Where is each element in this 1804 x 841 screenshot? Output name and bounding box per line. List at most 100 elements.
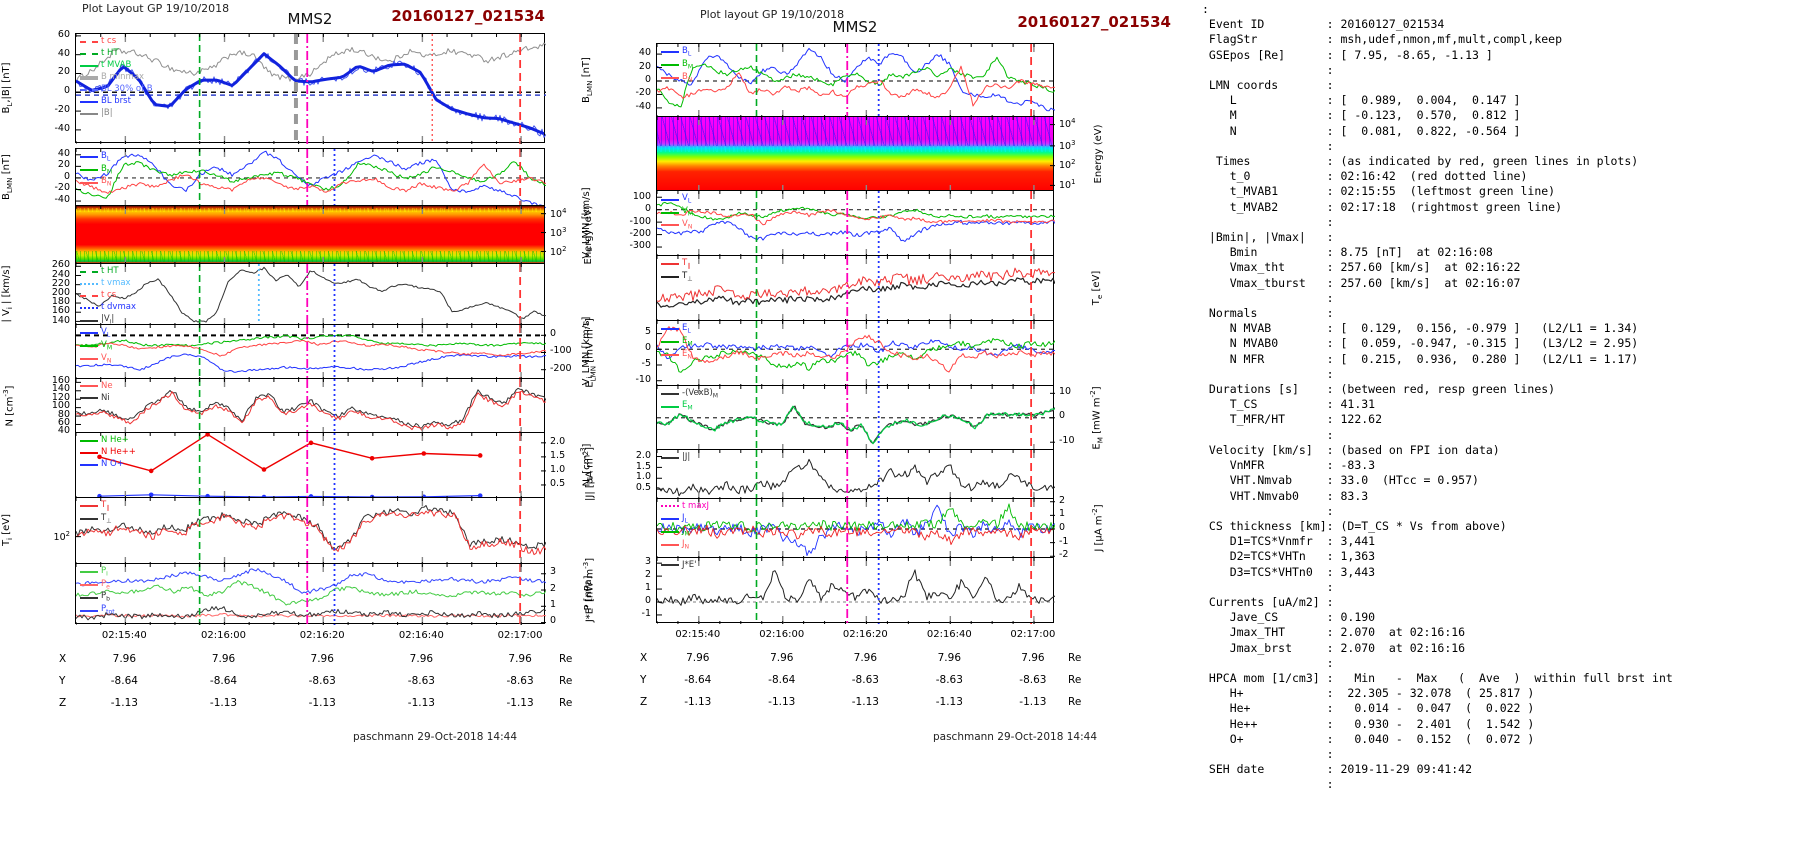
middle-panel-te: T∥ T⊥ Te [eV] (580, 255, 1185, 323)
y-tick-label: 40 (57, 47, 70, 59)
coord-value: -8.63 (308, 674, 336, 687)
left-panel-vi-mag: 260 240 220 200 180 160 140 | Vi | [km/s] t HT t … (0, 259, 595, 327)
y-tick-label: 104 (550, 207, 567, 221)
coord-row-y: Y -8.64 -8.64 -8.63 -8.63 -8.63 Re (0, 675, 595, 691)
series-2 (76, 339, 546, 357)
y-tick-label: 2 (644, 568, 651, 580)
y-tick-label: 103 (1059, 138, 1076, 152)
coord-axis-label: X (640, 651, 648, 664)
y-tick-label: 102 (1059, 158, 1076, 172)
coord-value: -1.13 (1019, 695, 1047, 708)
series-0 (657, 220, 1055, 243)
left-panel-vi-lmn: VL VM VN 0 -100 -200 Vi LMN [km/s] (0, 317, 595, 386)
y-tick-label: 0 (63, 170, 70, 182)
y-tick-label: 101 (1059, 178, 1076, 192)
coord-value: -1.13 (209, 696, 238, 709)
y-tick-label: 140 (51, 314, 70, 326)
data-point (148, 468, 154, 474)
coord-axis-label: Y (59, 674, 66, 687)
y-tick-label: 20 (57, 159, 70, 171)
event-id: 20160127_021534 (391, 7, 545, 25)
series-1 (76, 389, 546, 431)
time-tick-label: 02:16:20 (299, 629, 345, 641)
coord-row-z: Z -1.13 -1.13 -1.13 -1.13 -1.13 Re (0, 697, 595, 713)
panel-plot-ti (76, 497, 546, 565)
coord-value: -8.64 (768, 673, 796, 686)
time-tick-label: 02:17:00 (497, 629, 543, 641)
y-tick-label: 60 (57, 28, 70, 40)
y-tick-label: 40 (57, 425, 70, 437)
middle-panel-ve-lmn: 100 0 -100 -200 -300 Ve LMN [km/s] VL VM VN (580, 187, 1185, 260)
y-tick-label: 0 (644, 342, 651, 354)
y-tick-label: 2.0 (550, 436, 566, 448)
y-axis-label: ELMN [mV m-1] (581, 318, 598, 388)
y-axis-label: BL,|B| [nT] (1, 62, 14, 114)
coord-axis-label: X (59, 652, 67, 665)
coord-row-x: X 7.96 7.96 7.96 7.96 7.96 Re (0, 653, 595, 669)
left-panel-ti: 102 Ti [eV] T∥ T⊥ (0, 496, 595, 565)
data-point (308, 440, 314, 446)
y-tick-label: 20 (638, 60, 651, 72)
series-1 (657, 337, 1055, 373)
coord-value: -1.13 (407, 696, 435, 709)
figure-middle: Plot layout GP 19/10/2018 MMS2 20160127_02… (580, 0, 1185, 841)
y-tick-label: 0.5 (550, 478, 566, 490)
spectrogram-gradient (76, 206, 544, 264)
y-tick-label: -40 (635, 100, 651, 112)
time-tick-label: 02:16:40 (926, 628, 972, 640)
middle-panel-j-mag: 2.0 1.5 1.0 0.5 |J| [μA m-2] |J| (580, 447, 1185, 501)
panel-plot-minor-ions (76, 433, 546, 500)
series-0 (657, 405, 1055, 444)
y-tick-label: 0 (63, 85, 70, 97)
panel-plot-b-lmn (76, 148, 546, 208)
series-0 (657, 277, 1055, 308)
spectrogram-speckle (76, 207, 544, 213)
coord-value: -8.64 (684, 673, 712, 686)
y-tick-label: 40 (57, 147, 70, 159)
middle-panel-b-lmn: 40 20 0 -20 -40 BLMN [nT] BL BM BN (580, 43, 1185, 118)
y-axis-label: J*E' [nW m-3] (581, 557, 596, 622)
y-tick-label: -5 (641, 357, 651, 369)
y-tick-label: 102 (550, 244, 567, 258)
time-tick-label: 02:17:00 (1010, 628, 1056, 640)
time-axis-middle: 02:15:40 02:16:00 02:16:20 02:16:40 02:17:00 (580, 629, 1185, 645)
series-0 (657, 47, 1055, 112)
coord-value: 7.96 (112, 652, 137, 665)
series-0 (657, 569, 1055, 606)
plot-layout-label: Plot Layout GP 19/10/2018 (82, 2, 230, 15)
time-tick-label: 02:16:40 (398, 629, 444, 641)
panel-stack-middle: 40 20 0 -20 -40 BLMN [nT] BL BM BN 104 103 102 101 En… (580, 43, 1185, 624)
y-tick-label: 0 (644, 594, 651, 606)
spectrogram-gradient (657, 116, 1053, 191)
y-axis-label: BLMN [nT] (1, 154, 14, 201)
coord-axis-label: Z (59, 696, 67, 709)
y-tick-label: -10 (1059, 434, 1075, 446)
series-3 (76, 605, 546, 620)
coord-value: -8.64 (110, 674, 138, 687)
y-tick-label: -40 (54, 122, 70, 134)
series-0 (76, 353, 546, 373)
data-point (477, 453, 483, 458)
y-axis-label: Ve LMN [km/s] (581, 187, 594, 260)
coord-value: -8.63 (407, 674, 435, 687)
y-tick-label: 102 (53, 529, 70, 543)
y-axis-label: EM [mW m-2] (1087, 385, 1104, 450)
series-2 (76, 52, 545, 136)
y-tick-label: 103 (550, 225, 567, 240)
coord-axis-label: Y (640, 673, 647, 686)
credit-line: paschmann 29-Oct-2018 14:44 (352, 731, 518, 743)
coord-value: -1.13 (768, 695, 796, 708)
event-id: 20160127_021534 (1017, 13, 1171, 31)
coord-value: 7.96 (508, 652, 532, 665)
y-tick-label: -100 (550, 345, 572, 357)
y-tick-label: 1 (550, 598, 557, 610)
series-0 (76, 266, 546, 323)
coord-unit: Re (1068, 695, 1082, 708)
coord-value: 7.96 (937, 651, 962, 664)
middle-panel-em-vexb: -(VexB)M EM 10 0 -10 EM [mW m-2] (580, 384, 1185, 452)
series-2 (76, 163, 546, 194)
coord-value: 7.96 (310, 652, 334, 665)
y-tick-label: 200 (51, 286, 70, 298)
coord-row-x: X 7.96 7.96 7.96 7.96 7.96 Re (580, 652, 1185, 668)
y-axis-label: Te [eV] (1091, 270, 1104, 306)
